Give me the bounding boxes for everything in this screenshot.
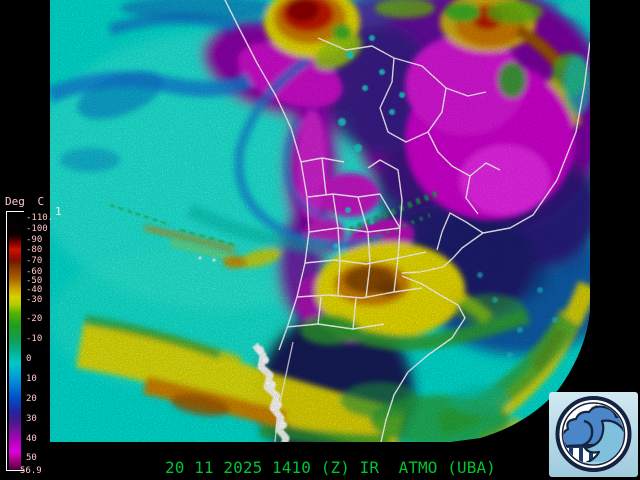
map-canvas	[50, 0, 590, 442]
scale-label: -110.	[26, 213, 54, 223]
scale-label: -60	[26, 267, 43, 277]
scale-label: 56.9	[20, 466, 42, 476]
scale-label: -100	[26, 224, 48, 234]
timestamp-text: 20 11 2025 1410 (Z) IR ATMO (UBA)	[165, 458, 496, 477]
scale-label: 10	[26, 374, 37, 384]
scale-label: 0	[26, 354, 32, 364]
temperature-colorbar	[6, 211, 24, 471]
scale-label: -20	[26, 314, 43, 324]
scale-label: 20	[26, 394, 37, 404]
scale-label: 30	[26, 414, 37, 424]
scale-label: -10	[26, 334, 43, 344]
atmo-logo	[549, 392, 638, 477]
scale-label: -90	[26, 235, 43, 245]
satellite-map	[50, 0, 590, 442]
colorbar-bottom-tick	[7, 470, 24, 471]
scale-label: -40	[26, 285, 43, 295]
scale-label: -50	[26, 276, 43, 286]
colorbar-gradient	[9, 212, 21, 470]
scale-label: -70	[26, 256, 43, 266]
scale-label: -80	[26, 245, 43, 255]
wave-icon	[563, 419, 624, 464]
scale-label: -30	[26, 295, 43, 305]
scale-title: Deg C	[5, 195, 45, 208]
atmo-logo-canvas	[549, 392, 638, 477]
noise-overlay	[50, 0, 590, 442]
scale-overflow-digit: 1	[55, 205, 62, 218]
colorbar-top-tick	[7, 211, 24, 212]
logo-inner-ring	[561, 402, 626, 466]
scale-label: 50	[26, 453, 37, 463]
scale-label: 40	[26, 434, 37, 444]
